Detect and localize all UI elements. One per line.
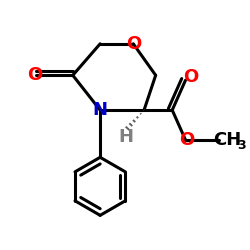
Text: N: N (93, 101, 108, 119)
Text: O: O (126, 35, 141, 53)
Text: O: O (183, 68, 198, 86)
Text: O: O (27, 66, 42, 84)
Text: O: O (180, 131, 195, 149)
Text: H: H (118, 128, 133, 146)
Text: 3: 3 (237, 139, 245, 152)
Text: CH: CH (213, 131, 241, 149)
